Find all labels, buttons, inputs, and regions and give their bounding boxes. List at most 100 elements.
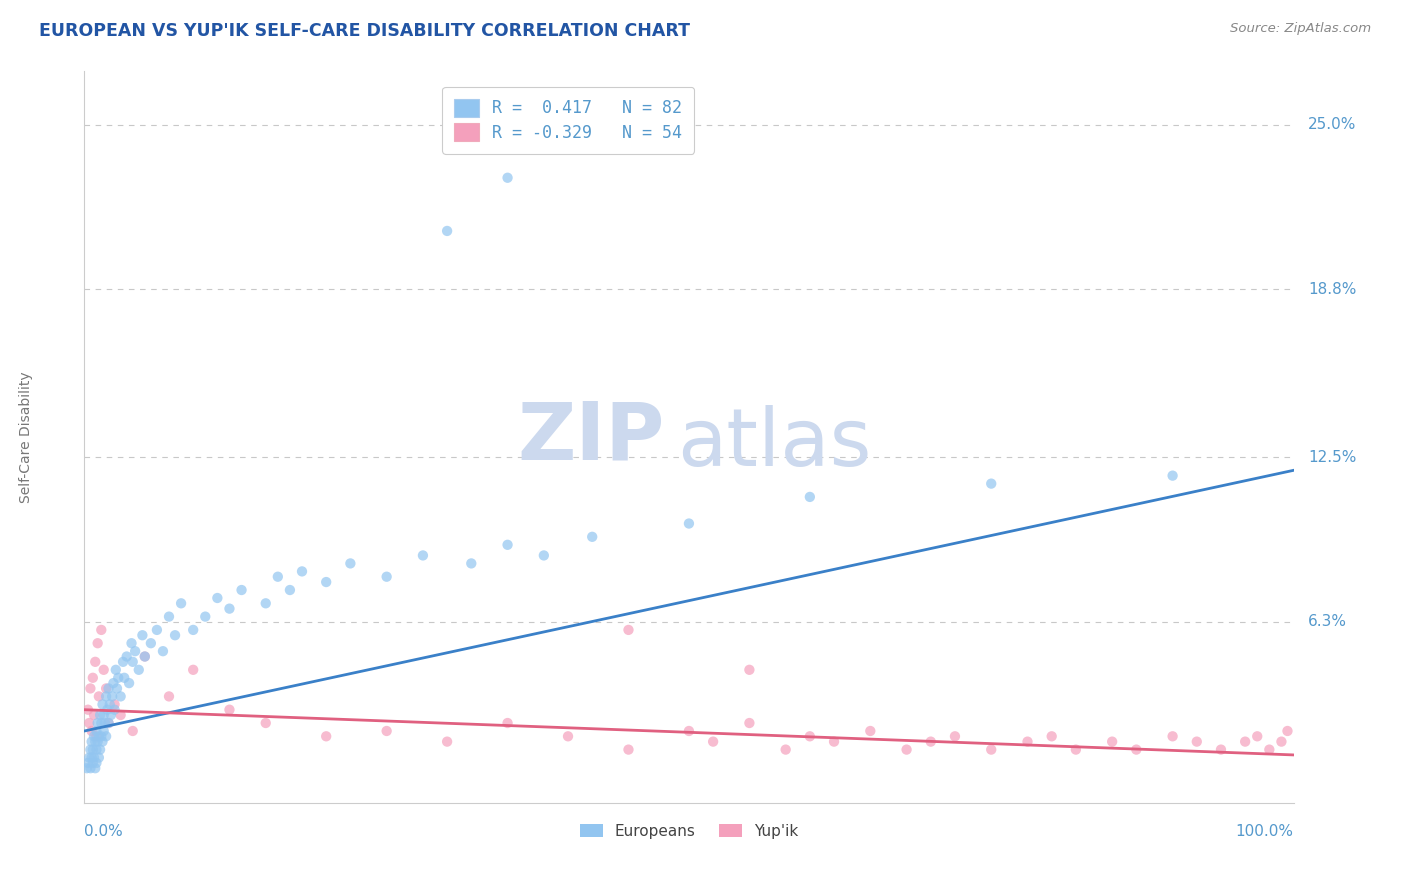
- Point: [1270, 734, 1292, 748]
- Point: [315, 729, 337, 743]
- Point: [96, 703, 118, 717]
- Point: [104, 703, 127, 717]
- Point: [128, 663, 150, 677]
- Point: [920, 734, 942, 748]
- Point: [207, 591, 229, 605]
- Point: [84, 761, 107, 775]
- Point: [254, 716, 277, 731]
- Point: [152, 644, 174, 658]
- Point: [77, 756, 100, 770]
- Point: [165, 628, 187, 642]
- Point: [496, 716, 519, 731]
- Point: [375, 723, 398, 738]
- Point: [97, 716, 120, 731]
- Point: [896, 742, 918, 756]
- Point: [94, 716, 117, 731]
- Point: [89, 708, 111, 723]
- Point: [97, 681, 120, 696]
- Point: [76, 761, 98, 775]
- Point: [412, 549, 434, 563]
- Point: [94, 690, 117, 704]
- Point: [1040, 729, 1063, 743]
- Point: [90, 729, 112, 743]
- Point: [79, 681, 101, 696]
- Point: [115, 649, 138, 664]
- Point: [267, 570, 290, 584]
- Text: 100.0%: 100.0%: [1236, 824, 1294, 839]
- Text: 6.3%: 6.3%: [1308, 615, 1347, 630]
- Point: [97, 716, 120, 731]
- Point: [93, 663, 115, 677]
- Point: [79, 761, 101, 775]
- Point: [105, 681, 128, 696]
- Point: [77, 750, 100, 764]
- Point: [91, 734, 114, 748]
- Point: [823, 734, 845, 748]
- Text: 18.8%: 18.8%: [1308, 282, 1357, 297]
- Point: [617, 623, 640, 637]
- Text: 12.5%: 12.5%: [1308, 450, 1357, 465]
- Point: [101, 690, 124, 704]
- Point: [83, 708, 105, 723]
- Point: [121, 636, 143, 650]
- Point: [112, 671, 135, 685]
- Point: [90, 623, 112, 637]
- Point: [496, 170, 519, 185]
- Point: [557, 729, 579, 743]
- Point: [131, 628, 153, 642]
- Point: [1258, 742, 1281, 756]
- Point: [86, 723, 108, 738]
- Point: [375, 570, 398, 584]
- Point: [79, 742, 101, 756]
- Point: [118, 676, 141, 690]
- Point: [1161, 729, 1184, 743]
- Text: ZIP: ZIP: [517, 398, 665, 476]
- Point: [124, 644, 146, 658]
- Point: [84, 734, 107, 748]
- Point: [1064, 742, 1087, 756]
- Point: [1209, 742, 1232, 756]
- Point: [254, 596, 277, 610]
- Point: [86, 636, 108, 650]
- Point: [1246, 729, 1268, 743]
- Point: [86, 756, 108, 770]
- Point: [1185, 734, 1208, 748]
- Point: [980, 476, 1002, 491]
- Point: [799, 490, 821, 504]
- Point: [315, 575, 337, 590]
- Point: [157, 609, 180, 624]
- Point: [1161, 468, 1184, 483]
- Point: [90, 716, 112, 731]
- Point: [86, 716, 108, 731]
- Point: [799, 729, 821, 743]
- Point: [110, 690, 132, 704]
- Point: [702, 734, 724, 748]
- Point: [1234, 734, 1257, 748]
- Point: [80, 734, 103, 748]
- Point: [80, 723, 103, 738]
- Point: [170, 596, 193, 610]
- Point: [82, 756, 104, 770]
- Point: [139, 636, 162, 650]
- Point: [617, 742, 640, 756]
- Point: [87, 750, 110, 764]
- Point: [1125, 742, 1147, 756]
- Text: Self-Care Disability: Self-Care Disability: [20, 371, 34, 503]
- Text: 25.0%: 25.0%: [1308, 117, 1357, 132]
- Point: [436, 224, 458, 238]
- Point: [738, 663, 761, 677]
- Point: [83, 729, 105, 743]
- Point: [678, 516, 700, 531]
- Point: [460, 557, 482, 571]
- Point: [1277, 723, 1299, 738]
- Point: [86, 729, 108, 743]
- Point: [678, 723, 700, 738]
- Point: [84, 655, 107, 669]
- Point: [87, 729, 110, 743]
- Point: [533, 549, 555, 563]
- Point: [94, 729, 117, 743]
- Point: [775, 742, 797, 756]
- Text: Source: ZipAtlas.com: Source: ZipAtlas.com: [1230, 22, 1371, 36]
- Point: [110, 708, 132, 723]
- Point: [157, 690, 180, 704]
